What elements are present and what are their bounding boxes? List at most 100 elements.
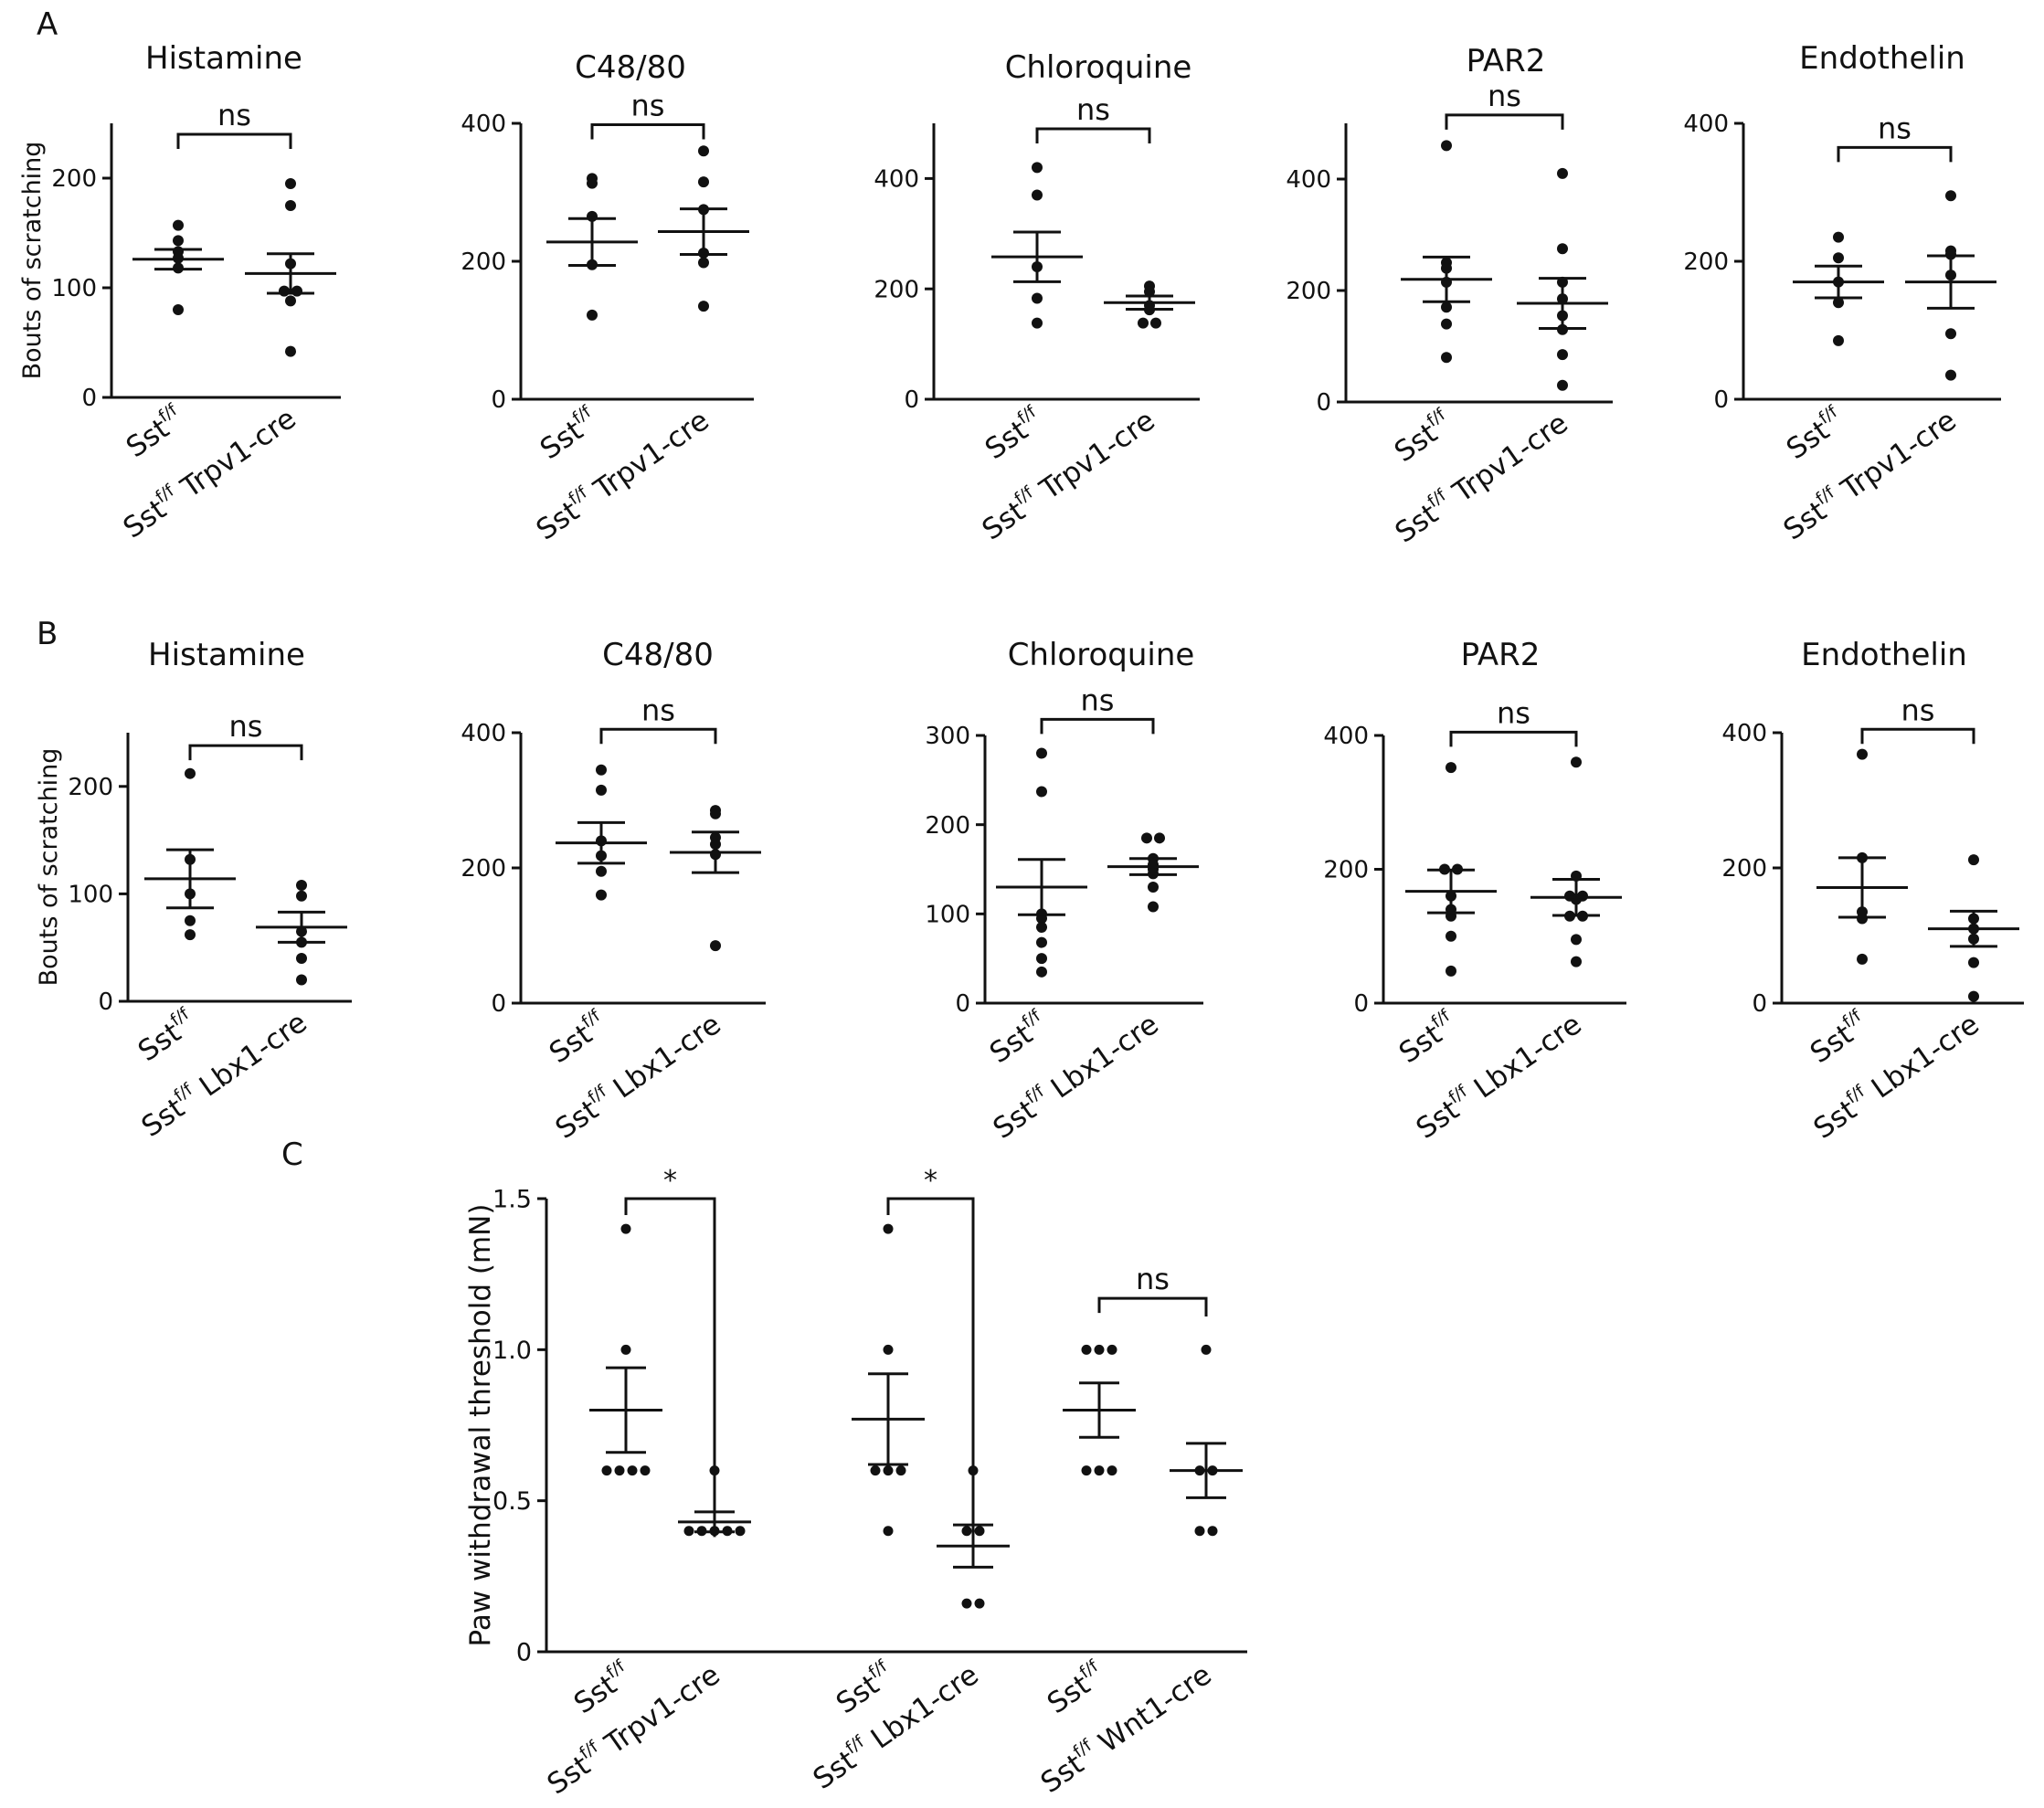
data-point [1032,189,1043,201]
data-point [1154,832,1165,844]
data-point [710,808,721,819]
data-point [1032,292,1043,304]
y-tick-label: 200 [1721,855,1767,883]
comparison-bracket [176,132,292,149]
data-point [1148,901,1159,913]
y-tick-label: 100 [925,901,970,928]
y-tick-label: 0 [98,989,113,1016]
significance-label: ns [1488,79,1521,113]
data-point [1557,379,1568,391]
data-point [1557,349,1568,361]
y-axis-label: Bouts of scratching [18,142,47,380]
panel-letter-b: B [37,616,58,652]
data-point [1148,882,1159,893]
data-point [1557,167,1568,179]
data-point [185,767,196,779]
comparison-bracket [590,123,705,140]
data-point [1441,301,1452,313]
data-point [1094,1344,1105,1355]
significance-label: ns [1076,92,1110,127]
data-point [296,952,307,964]
chart-title: PAR2 [1467,43,1546,79]
significance-label: ns [1878,111,1912,145]
comparison-bracket [1837,145,1953,163]
data-point [961,1598,972,1609]
data-point [710,940,721,952]
x-tick-label-4: Sstf/f [1041,1656,1111,1720]
x-tick-label-suffix: Lbx1-cre [1038,1008,1165,1110]
data-point [735,1526,746,1537]
y-tick-label: 0 [491,386,506,414]
y-tick-label: 200 [925,812,970,840]
y-tick-label: 400 [1286,166,1331,194]
data-point [1150,317,1161,329]
x-tick-label-suffix: Lbx1-cre [186,1006,313,1108]
comparison-bracket [1097,1296,1208,1316]
data-point [614,1465,625,1476]
y-tick-label: 200 [874,276,919,303]
data-point [1094,1465,1105,1476]
y-tick-label: 200 [51,165,97,193]
y-tick-label: 0 [491,990,506,1018]
chart-title: C48/80 [602,637,714,673]
y-tick-label: 1.0 [492,1337,532,1365]
comparison-bracket [1449,730,1578,747]
comparison-bracket [599,727,717,745]
significance-label: ns [1081,682,1115,717]
data-point [1081,1344,1092,1355]
data-point [1036,921,1047,933]
x-tick-label-0: Sstf/f [543,1006,613,1070]
significance-label: ns [217,98,251,132]
comparison-bracket [188,744,303,761]
panel-letter-c: C [281,1137,303,1173]
x-tick-label-3: Sstf/f Lbx1-cre [806,1656,984,1795]
data-point [587,177,598,189]
data-point [285,178,296,189]
chart-title: Histamine [148,637,305,673]
x-tick-label-0: Sstf/f [1393,1006,1463,1070]
x-tick-label-suffix: Wnt1-cre [1086,1658,1218,1764]
data-point [883,1465,894,1476]
x-tick-label-0: Sstf/f [132,1004,202,1068]
comparison-bracket [1445,113,1564,130]
y-tick-label: 0.5 [492,1487,532,1516]
data-point [1201,1344,1212,1355]
data-point [1036,953,1047,965]
data-point [1833,297,1844,309]
y-tick-label: 400 [461,111,506,138]
data-point [173,219,184,231]
y-tick-label: 200 [461,855,506,883]
data-point [698,176,709,188]
data-point [1207,1526,1218,1537]
data-point [291,285,302,297]
panel-letter-a: A [37,6,58,43]
data-point [1036,936,1047,948]
x-tick-label-suffix: Trpv1-cre [1828,404,1963,512]
chart-title: Endothelin [1801,637,1967,673]
data-point [620,1223,631,1234]
data-point [1032,162,1043,174]
data-point [1032,317,1043,329]
x-tick-label-suffix: Lbx1-cre [600,1008,727,1110]
y-tick-label: 300 [925,723,970,750]
data-point [596,764,607,776]
significance-label: ns [1497,695,1530,730]
data-point [1945,369,1956,381]
chart-title: C48/80 [575,49,686,86]
comparison-bracket [1035,127,1151,144]
data-point [1141,832,1152,844]
y-tick-label: 200 [1323,857,1369,884]
data-point [1441,318,1452,330]
y-tick-label: 0 [516,1638,532,1666]
data-point [1833,334,1844,346]
data-point [285,345,296,357]
y-tick-label: 200 [68,774,113,801]
y-axis-label: Bouts of scratching [35,748,63,987]
significance-label: * [663,1165,677,1197]
